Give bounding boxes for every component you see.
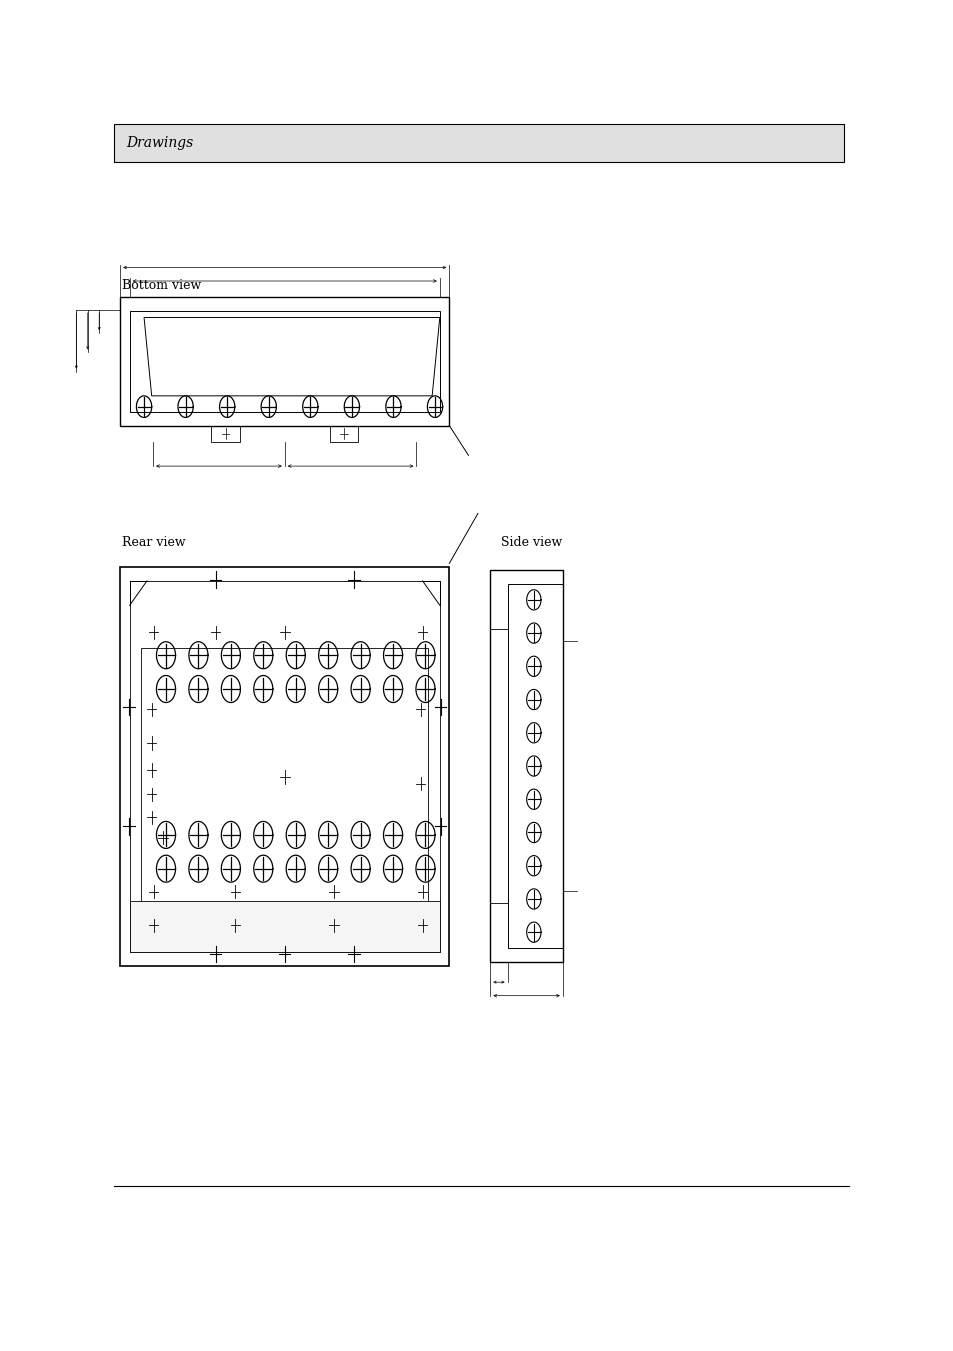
Bar [330,426,358,442]
Text: Side view: Side view [500,535,561,549]
Bar [507,584,562,948]
Bar [114,124,843,162]
Bar [120,297,449,426]
Bar [490,570,562,962]
Bar [141,648,428,936]
Bar [130,581,439,952]
Text: Rear view: Rear view [122,535,186,549]
Text: Bottom view: Bottom view [122,278,201,292]
Bar [130,311,439,412]
Bar [130,901,439,952]
Bar [120,567,449,966]
Text: Drawings: Drawings [126,136,193,150]
Bar [211,426,239,442]
